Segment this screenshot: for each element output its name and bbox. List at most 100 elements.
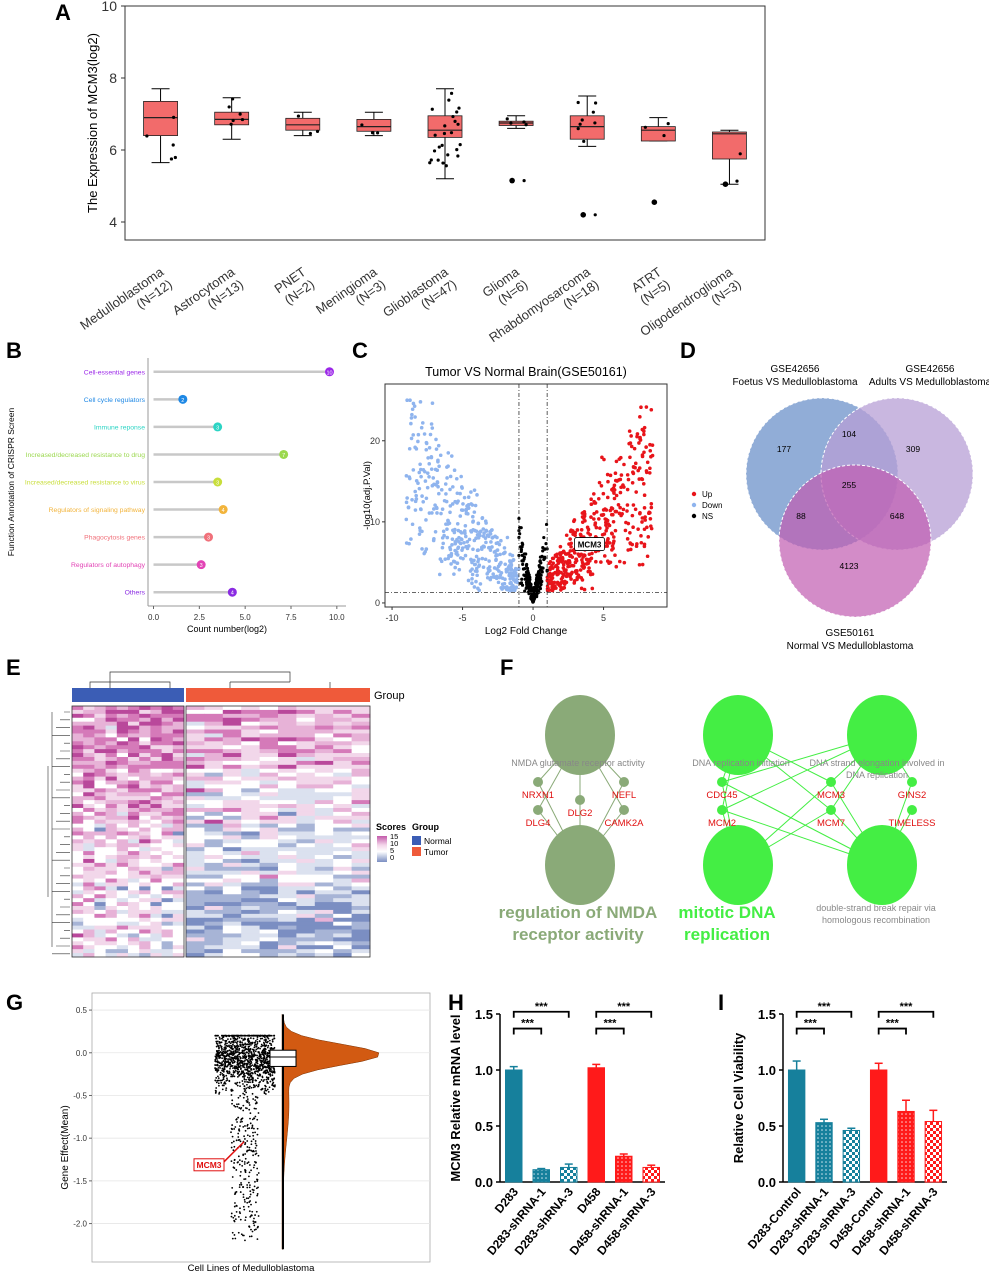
heatmap-cell — [241, 800, 260, 805]
heatmap-cell — [105, 776, 118, 781]
heatmap-cell — [351, 819, 371, 825]
heatmap-cell — [105, 847, 118, 852]
heatmap-cell — [72, 917, 84, 923]
down-point — [509, 580, 513, 585]
heatmap-cell — [116, 906, 129, 911]
heatmap-cell — [186, 921, 205, 927]
cell-line-point — [253, 1229, 256, 1231]
up-point — [642, 450, 646, 455]
down-point — [475, 493, 479, 497]
category-label: Increased/decreased resistance to virus — [25, 480, 146, 487]
heatmap-cell — [172, 776, 185, 781]
cell-line-point — [239, 1107, 242, 1110]
heatmap-cell — [161, 894, 174, 899]
up-point — [629, 434, 633, 438]
y-tick-label: -1.0 — [73, 1134, 87, 1143]
heatmap-cell — [278, 894, 297, 899]
down-point — [434, 505, 439, 510]
heatmap-cell — [204, 756, 224, 762]
heatmap-cell — [83, 760, 95, 766]
data-point — [509, 121, 513, 125]
heatmap-cell — [105, 831, 118, 836]
cell-line-point — [227, 1058, 229, 1060]
down-point — [463, 531, 467, 536]
heatmap-cell — [116, 804, 129, 809]
heatmap-cell — [222, 733, 242, 738]
cell-line-point — [237, 1045, 240, 1048]
heatmap-cell — [94, 804, 106, 809]
down-point — [426, 456, 430, 460]
cell-line-point — [244, 1038, 247, 1041]
heatmap-cell — [94, 823, 106, 828]
heatmap-cell — [296, 898, 316, 903]
up-point — [552, 584, 557, 588]
heatmap-cell — [150, 839, 162, 844]
cell-line-point — [257, 1172, 260, 1174]
heatmap-cell — [314, 835, 334, 840]
scores-tick-label: 0 — [390, 853, 394, 862]
heatmap-cell — [150, 749, 162, 754]
down-point — [425, 471, 430, 475]
data-point — [444, 164, 448, 168]
up-point — [642, 544, 647, 549]
down-point — [485, 572, 489, 576]
heatmap-cell — [333, 874, 352, 879]
heatmap-cell — [116, 815, 129, 821]
down-point — [424, 496, 429, 501]
cell-line-point — [222, 1050, 225, 1053]
heatmap-cell — [204, 725, 224, 730]
up-point — [625, 487, 630, 492]
heatmap-cell — [296, 760, 316, 766]
point-label: 4 — [231, 591, 234, 597]
heatmap-cell — [72, 764, 84, 770]
heatmap-cell — [72, 756, 84, 762]
heatmap-cell — [186, 937, 205, 942]
heatmap-cell — [161, 792, 174, 797]
heatmap-cell — [161, 800, 174, 805]
down-point — [481, 534, 486, 538]
term-label: DNA replication — [846, 770, 908, 780]
cell-line-point — [257, 1069, 260, 1072]
down-point — [452, 572, 456, 576]
cell-line-point — [235, 1067, 238, 1070]
heatmap-cell — [186, 858, 205, 864]
cell-line-point — [238, 1183, 241, 1186]
cell-line-point — [273, 1071, 276, 1074]
heatmap-cell — [186, 839, 205, 844]
cell-line-point — [219, 1041, 222, 1044]
down-point — [420, 547, 424, 551]
cell-line-point — [256, 1054, 258, 1057]
heatmap-cell — [333, 945, 352, 950]
heatmap-cell — [72, 898, 84, 903]
down-point — [457, 567, 462, 572]
cell-line-point — [244, 1075, 246, 1077]
cell-line-point — [254, 1153, 257, 1156]
heatmap-cell — [150, 882, 162, 887]
heatmap-cell — [241, 709, 260, 715]
up-point — [587, 552, 592, 557]
up-point — [569, 541, 574, 546]
heatmap-cell — [94, 866, 106, 872]
heatmap-cell — [72, 847, 84, 852]
panel-label-e: E — [6, 655, 21, 680]
heatmap-cell — [72, 953, 84, 958]
cell-line-point — [254, 1085, 256, 1088]
cell-line-point — [251, 1042, 254, 1045]
gene-label: MCM7 — [817, 818, 845, 829]
heatmap-cell — [172, 827, 185, 832]
heatmap-cell — [186, 941, 205, 946]
cell-line-point — [259, 1067, 262, 1070]
cell-line-point — [253, 1160, 256, 1163]
heatmap-cell — [128, 764, 140, 770]
heatmap-cell — [204, 827, 224, 832]
heatmap-cell — [150, 709, 162, 715]
cell-line-point — [249, 1215, 252, 1218]
heatmap-cell — [116, 953, 129, 958]
heatmap-cell — [259, 882, 279, 887]
x-tick-label: 10.0 — [329, 613, 345, 622]
heatmap-cell — [222, 745, 242, 750]
heatmap-frame-normal — [71, 705, 185, 958]
heatmap-cell — [259, 945, 279, 950]
heatmap-cell — [278, 933, 297, 938]
down-point — [430, 401, 435, 406]
